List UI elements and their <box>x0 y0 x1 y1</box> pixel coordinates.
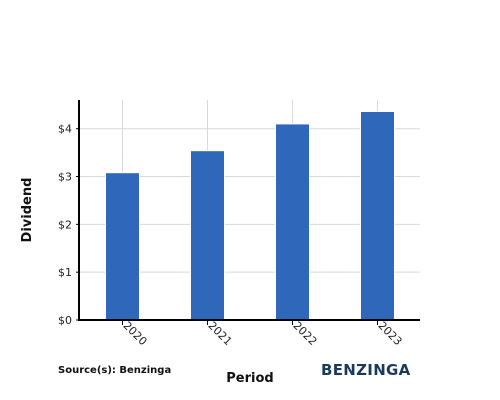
y-axis-title: Dividend <box>20 178 35 243</box>
x-tick-labels: 2020 2021 2022 2023 <box>120 319 404 348</box>
axis-layer <box>78 100 420 321</box>
bar-layer <box>105 110 395 321</box>
x-tick-label: 2022 <box>290 319 319 348</box>
y-tick-label: $3 <box>58 171 72 184</box>
bar-2020 <box>105 172 140 321</box>
y-tick-label: $0 <box>58 314 72 327</box>
x-axis-title: Period <box>226 371 273 386</box>
bar-2023 <box>360 110 395 321</box>
y-tick-label: $2 <box>58 218 72 231</box>
y-tick-label: $4 <box>58 123 72 136</box>
x-tick-label: 2021 <box>205 319 234 348</box>
x-tick-label: 2020 <box>120 319 149 348</box>
x-tick-label: 2023 <box>375 319 404 348</box>
bar-2022 <box>275 123 310 321</box>
benzinga-logo: BENZINGA <box>321 361 411 379</box>
source-note: Source(s): Benzinga <box>58 365 171 376</box>
y-tick-labels: $0 $1 $2 $3 $4 <box>58 123 80 327</box>
y-tick-label: $1 <box>58 266 72 279</box>
bar-2021 <box>190 150 225 321</box>
